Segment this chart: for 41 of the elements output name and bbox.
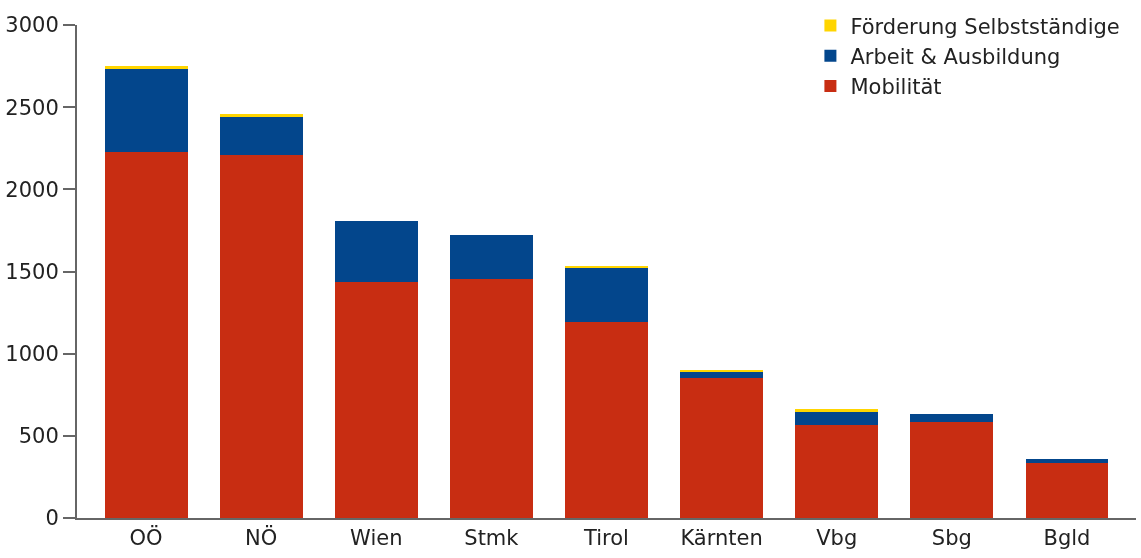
bar: [795, 411, 879, 426]
x-tick-label: Kärnten: [680, 526, 763, 551]
bar: [680, 377, 764, 518]
x-tick-label: OÖ: [129, 525, 163, 551]
y-tick-label: 500: [18, 424, 59, 449]
bar: [1025, 462, 1109, 518]
y-tick-label: 1500: [5, 259, 59, 284]
y-tick-label: 3000: [5, 13, 59, 38]
y-tick-label: 1000: [5, 342, 59, 367]
legend-label: Arbeit & Ausbildung: [850, 44, 1061, 69]
y-tick-label: 0: [45, 506, 59, 531]
bar: [449, 278, 533, 518]
bar: [219, 154, 303, 518]
x-tick-label: Stmk: [464, 526, 520, 551]
bar: [910, 413, 994, 422]
legend-label: Mobilität: [850, 75, 942, 100]
bar: [680, 371, 764, 378]
bar: [910, 421, 994, 518]
y-tick-label: 2500: [5, 95, 59, 120]
bar: [219, 113, 303, 118]
x-tick-label: Wien: [350, 526, 403, 551]
x-tick-label: Sbg: [931, 526, 972, 551]
bar: [104, 151, 188, 518]
x-tick-label: Tirol: [583, 526, 629, 551]
legend-label: Förderung Selbstständige: [850, 14, 1120, 39]
bar: [219, 117, 303, 155]
bar: [449, 234, 533, 279]
bar: [104, 68, 188, 152]
x-tick-label: Vbg: [816, 526, 858, 551]
bar: [795, 425, 879, 518]
bar: [1025, 458, 1109, 463]
x-tick-label: NÖ: [245, 525, 278, 551]
bar: [565, 267, 648, 323]
bar: [334, 221, 418, 283]
bar: [334, 282, 418, 518]
x-tick-label: Bgld: [1043, 526, 1091, 551]
bar: [680, 369, 764, 372]
bar: [104, 66, 188, 69]
y-tick-label: 2000: [5, 177, 59, 202]
bar: [795, 409, 879, 412]
bar: [565, 322, 648, 518]
